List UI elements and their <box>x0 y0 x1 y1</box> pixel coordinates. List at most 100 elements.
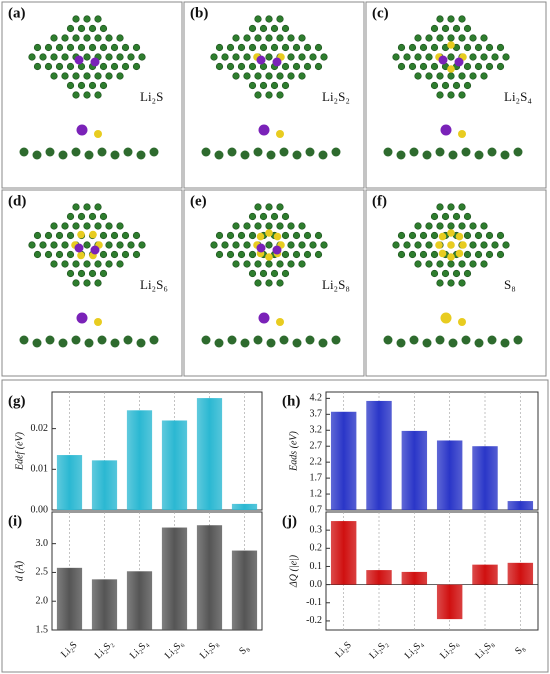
carbon-atom <box>447 203 455 211</box>
carbon-atom <box>469 72 477 80</box>
carbon-atom <box>281 269 290 278</box>
y-tick-label: 0.2 <box>310 543 323 554</box>
carbon-atom <box>248 81 257 90</box>
carbon-atom <box>214 150 224 160</box>
carbon-atom <box>259 212 268 221</box>
carbon-atom <box>55 62 64 71</box>
carbon-atom <box>136 338 146 348</box>
carbon-atom <box>469 53 477 61</box>
carbon-atom <box>403 241 411 249</box>
carbon-atom <box>303 62 312 71</box>
carbon-atom <box>248 231 257 240</box>
carbon-atom <box>105 222 113 230</box>
x-tick-label: Li₂S₄ <box>403 638 426 661</box>
sulfur-atom <box>77 230 85 239</box>
carbon-atom <box>425 260 433 268</box>
carbon-atom <box>94 279 102 287</box>
carbon-atom <box>55 250 64 259</box>
carbon-atom <box>397 231 406 240</box>
carbon-atom <box>281 81 290 90</box>
bar <box>231 503 258 510</box>
carbon-atom <box>485 231 494 240</box>
carbon-atom <box>254 91 262 99</box>
adsorbate-atom <box>458 130 466 138</box>
carbon-atom <box>116 241 124 249</box>
carbon-atom <box>136 150 146 160</box>
x-tick-label: Li₂S <box>333 640 353 660</box>
y-axis-label: Eads (eV) <box>288 430 299 471</box>
carbon-atom <box>447 260 455 268</box>
carbon-atom <box>463 43 472 52</box>
carbon-atom <box>303 231 312 240</box>
y-tick-label: 0.0 <box>310 579 323 590</box>
carbon-atom <box>461 147 471 157</box>
plot-area <box>51 511 263 631</box>
carbon-atom <box>99 231 108 240</box>
carbon-atom <box>94 222 102 230</box>
carbon-atom <box>265 241 273 249</box>
carbon-atom <box>425 34 433 42</box>
carbon-atom <box>83 15 91 23</box>
carbon-atom <box>61 72 69 80</box>
carbon-atom <box>105 260 113 268</box>
bar <box>126 571 153 630</box>
carbon-atom <box>436 91 444 99</box>
carbon-atom <box>121 231 130 240</box>
carbon-atom <box>441 212 450 221</box>
carbon-atom <box>458 203 466 211</box>
carbon-atom <box>61 260 69 268</box>
bar <box>507 562 534 585</box>
carbon-atom <box>276 203 284 211</box>
carbon-atom <box>463 81 472 90</box>
carbon-atom <box>452 81 461 90</box>
carbon-atom <box>458 91 466 99</box>
carbon-atom <box>210 53 218 61</box>
carbon-atom <box>320 53 328 61</box>
carbon-atom <box>116 72 124 80</box>
carbon-atom <box>99 212 108 221</box>
carbon-atom <box>265 91 273 99</box>
adsorbate-atom <box>458 318 466 326</box>
carbon-atom <box>469 222 477 230</box>
carbon-atom <box>259 81 268 90</box>
carbon-atom <box>414 260 422 268</box>
carbon-atom <box>58 338 68 348</box>
sulfur-atom <box>447 41 455 49</box>
carbon-atom <box>232 222 240 230</box>
y-axis-label: Edef (eV) <box>14 431 25 471</box>
adsorbate-atom <box>276 318 284 326</box>
bar <box>401 571 428 585</box>
carbon-atom <box>66 231 75 240</box>
carbon-atom <box>110 250 119 259</box>
panel-label: (h) <box>282 393 300 409</box>
adsorbate-atom <box>276 130 284 138</box>
carbon-atom <box>132 250 141 259</box>
carbon-atom <box>266 338 276 348</box>
sulfur-atom <box>447 65 455 73</box>
x-tick-label: Li₂S₈ <box>473 638 496 661</box>
carbon-atom <box>298 53 306 61</box>
bar <box>91 460 118 510</box>
bar <box>436 584 463 620</box>
carbon-atom <box>94 72 102 80</box>
y-tick-label: 2.5 <box>36 567 49 578</box>
sulfur-atom <box>447 229 455 237</box>
lithium-atom <box>272 57 282 67</box>
y-tick-label: 3.0 <box>36 538 49 549</box>
sulfur-atom <box>265 253 273 261</box>
lithium-atom <box>90 57 100 67</box>
carbon-atom <box>435 335 445 345</box>
bar <box>196 398 223 510</box>
carbon-atom <box>270 269 279 278</box>
carbon-atom <box>292 231 301 240</box>
carbon-atom <box>71 335 81 345</box>
carbon-atom <box>463 269 472 278</box>
carbon-atom <box>397 250 406 259</box>
carbon-atom <box>237 231 246 240</box>
plot-area <box>325 391 539 511</box>
y-tick-label: -0.1 <box>306 597 322 608</box>
y-axis-label: d (Å) <box>13 560 25 581</box>
carbon-atom <box>287 222 295 230</box>
carbon-atom <box>33 250 42 259</box>
